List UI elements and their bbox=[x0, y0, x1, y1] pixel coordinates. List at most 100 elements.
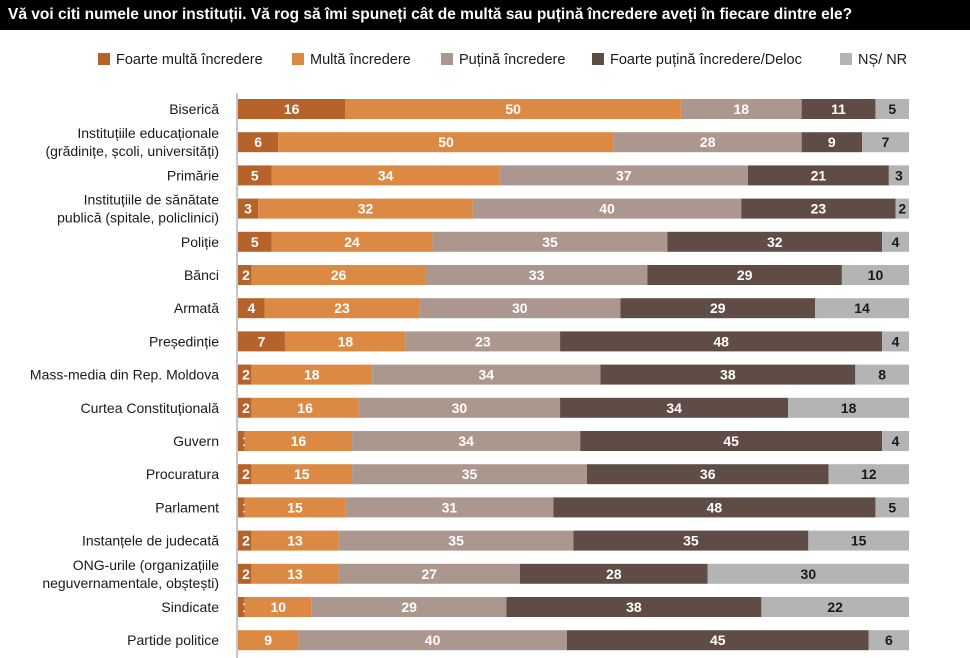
bar-segment bbox=[647, 265, 842, 285]
data-label: 29 bbox=[737, 267, 753, 283]
data-label: 36 bbox=[700, 466, 716, 482]
bar-segment bbox=[506, 597, 762, 617]
bar-segment bbox=[238, 298, 265, 319]
bar-segment bbox=[352, 431, 581, 451]
data-label: 2 bbox=[242, 367, 250, 383]
bar-segment bbox=[667, 231, 883, 252]
data-label: 16 bbox=[284, 101, 300, 117]
legend-swatch bbox=[441, 53, 453, 65]
data-label: 48 bbox=[707, 499, 723, 515]
data-label: 3 bbox=[895, 167, 903, 183]
data-label: 37 bbox=[616, 167, 632, 183]
data-label: 15 bbox=[294, 466, 310, 482]
bar-segment bbox=[251, 364, 373, 385]
category-label: Procuratura bbox=[146, 466, 219, 482]
bar-segment bbox=[238, 132, 279, 153]
bar-segment bbox=[472, 198, 742, 219]
data-label: 9 bbox=[264, 632, 272, 648]
data-label: 5 bbox=[888, 499, 896, 515]
data-label: 30 bbox=[512, 300, 528, 316]
bar-segment bbox=[425, 265, 648, 285]
data-label: 12 bbox=[861, 466, 877, 482]
data-label: 13 bbox=[287, 533, 303, 549]
data-label: 30 bbox=[452, 400, 468, 416]
bar-segment bbox=[419, 298, 621, 319]
data-label: 9 bbox=[828, 134, 836, 150]
category-label: Primărie bbox=[167, 167, 219, 183]
data-label: 48 bbox=[713, 333, 729, 349]
bar-segment bbox=[345, 99, 681, 119]
data-label: 28 bbox=[700, 134, 716, 150]
data-label: 7 bbox=[258, 333, 266, 349]
bar-segment bbox=[238, 265, 252, 285]
bar-segment bbox=[238, 231, 272, 252]
legend-swatch bbox=[592, 53, 604, 65]
data-label: 45 bbox=[723, 433, 739, 449]
data-label: 18 bbox=[304, 367, 320, 383]
data-label: 24 bbox=[344, 234, 360, 250]
data-label: 29 bbox=[710, 300, 726, 316]
legend-swatch bbox=[840, 53, 852, 65]
bar-segment bbox=[238, 99, 346, 119]
category-label: Președinție bbox=[149, 333, 219, 349]
bar-segment bbox=[358, 397, 561, 418]
category-label: Mass-media din Rep. Moldova bbox=[30, 367, 219, 383]
bar-segment bbox=[238, 630, 299, 651]
bar-segment bbox=[560, 397, 789, 418]
category-label: Armată bbox=[174, 300, 219, 316]
data-label: 27 bbox=[421, 566, 437, 582]
data-label: 14 bbox=[854, 300, 870, 316]
bar-segment bbox=[244, 597, 312, 617]
data-label: 34 bbox=[458, 433, 474, 449]
bar-segment bbox=[586, 464, 829, 485]
bar-segment bbox=[868, 630, 909, 651]
bar-segment bbox=[238, 198, 259, 219]
data-label: 35 bbox=[462, 466, 478, 482]
bar-segment bbox=[352, 464, 587, 485]
bar-segment bbox=[613, 132, 802, 153]
data-label: 5 bbox=[251, 167, 259, 183]
bar-segment bbox=[761, 597, 909, 617]
category-label: ONG-urile (organizațiile neguvernamentale… bbox=[42, 557, 219, 591]
data-label: 18 bbox=[338, 333, 354, 349]
bar-segment bbox=[244, 431, 353, 451]
data-label: 10 bbox=[270, 599, 286, 615]
bar-segment bbox=[338, 563, 520, 584]
data-label: 31 bbox=[442, 499, 458, 515]
bar-segment bbox=[573, 530, 809, 551]
legend-swatch bbox=[292, 53, 304, 65]
category-label: Poliție bbox=[181, 234, 219, 250]
bar-segment bbox=[855, 364, 909, 385]
bar-segment bbox=[238, 431, 245, 451]
bar-segment bbox=[747, 165, 889, 186]
data-label: 28 bbox=[606, 566, 622, 582]
data-label: 2 bbox=[242, 566, 250, 582]
legend-label: Foarte multă încredere bbox=[116, 52, 263, 68]
legend-swatch bbox=[98, 53, 110, 65]
data-label: 35 bbox=[683, 533, 699, 549]
data-label: 4 bbox=[892, 433, 900, 449]
bar-segment bbox=[251, 464, 353, 485]
bar-segment bbox=[882, 431, 909, 451]
bar-segment bbox=[553, 497, 876, 518]
bar-segment bbox=[251, 563, 339, 584]
bar-segment bbox=[432, 231, 668, 252]
bar-segment bbox=[238, 563, 252, 584]
bar-segment bbox=[875, 497, 909, 518]
data-label: 5 bbox=[888, 101, 896, 117]
data-label: 2 bbox=[898, 201, 906, 217]
data-label: 15 bbox=[287, 499, 303, 515]
bar-segment bbox=[298, 630, 567, 651]
data-label: 23 bbox=[475, 333, 491, 349]
bar-segment bbox=[238, 530, 252, 551]
bar-segment bbox=[238, 397, 252, 418]
category-labels: Biserică Instituțiile educaționale (grădin… bbox=[30, 101, 219, 648]
category-label: Parlament bbox=[155, 499, 219, 515]
category-label: Instanțele de judecată bbox=[82, 533, 219, 549]
bar-segment bbox=[815, 298, 909, 319]
legend-label: Foarte puțină încredere/Deloc bbox=[610, 52, 802, 68]
data-label: 45 bbox=[710, 632, 726, 648]
bar-segment bbox=[808, 530, 909, 551]
data-label: 6 bbox=[885, 632, 893, 648]
